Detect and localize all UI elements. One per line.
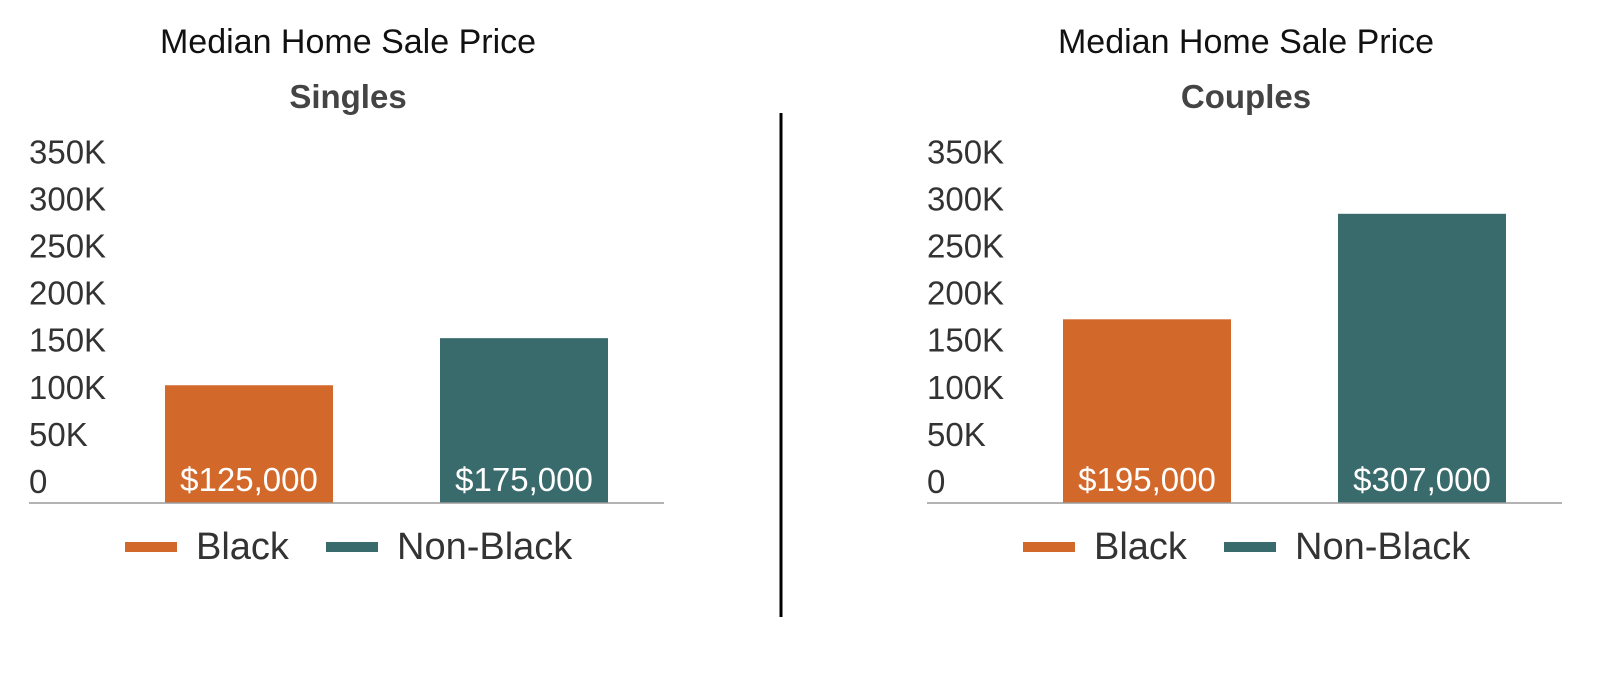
legend-label-non-black: Non-Black (397, 526, 573, 568)
chart-panel-singles: Median Home Sale Price Singles 0 50K 100K 1… (29, 23, 664, 568)
y-tick-label: 150K (927, 322, 1004, 359)
chart-subtitle: Couples (1181, 78, 1311, 115)
data-label: $195,000 (1078, 461, 1216, 498)
y-tick-label: 250K (927, 228, 1004, 265)
chart-subtitle: Singles (289, 78, 406, 115)
chart-title: Median Home Sale Price (160, 23, 536, 61)
data-labels: $125,000 $175,000 (180, 461, 593, 498)
y-tick-label: 350K (29, 133, 106, 170)
legend-swatch-non-black (326, 542, 378, 552)
legend-label-non-black: Non-Black (1295, 526, 1471, 568)
y-tick-label: 50K (29, 416, 88, 453)
y-tick-label: 200K (29, 275, 106, 312)
y-tick-label: 100K (927, 369, 1004, 406)
data-label: $125,000 (180, 461, 318, 498)
y-tick-label: 0 (927, 463, 945, 500)
y-tick-label: 250K (29, 228, 106, 265)
legend: Black Non-Black (125, 526, 573, 568)
legend-swatch-black (125, 542, 177, 552)
legend-label-black: Black (196, 526, 290, 568)
legend-label-black: Black (1094, 526, 1188, 568)
bar-black (1063, 319, 1231, 503)
bar-non-black (440, 338, 608, 503)
data-label: $175,000 (455, 461, 593, 498)
data-labels: $195,000 $307,000 (1078, 461, 1491, 498)
legend-swatch-black (1023, 542, 1075, 552)
legend: Black Non-Black (1023, 526, 1471, 568)
bar-black (165, 385, 333, 503)
chart-title: Median Home Sale Price (1058, 23, 1434, 61)
y-tick-label: 150K (29, 322, 106, 359)
bars (165, 338, 608, 503)
bars (1063, 213, 1506, 503)
data-label: $307,000 (1353, 461, 1491, 498)
chart-panel-couples: Median Home Sale Price Couples 0 50K 100K 1… (927, 23, 1562, 568)
y-tick-label: 300K (927, 180, 1004, 217)
y-axis-ticks: 0 50K 100K 150K 200K 250K 300K 350K (29, 133, 106, 500)
y-tick-label: 50K (927, 416, 986, 453)
y-tick-label: 350K (927, 133, 1004, 170)
y-tick-label: 0 (29, 463, 47, 500)
bar-non-black (1338, 213, 1506, 503)
y-axis-ticks: 0 50K 100K 150K 200K 250K 300K 350K (927, 133, 1004, 500)
y-tick-label: 100K (29, 369, 106, 406)
y-tick-label: 300K (29, 180, 106, 217)
legend-swatch-non-black (1224, 542, 1276, 552)
y-tick-label: 200K (927, 275, 1004, 312)
